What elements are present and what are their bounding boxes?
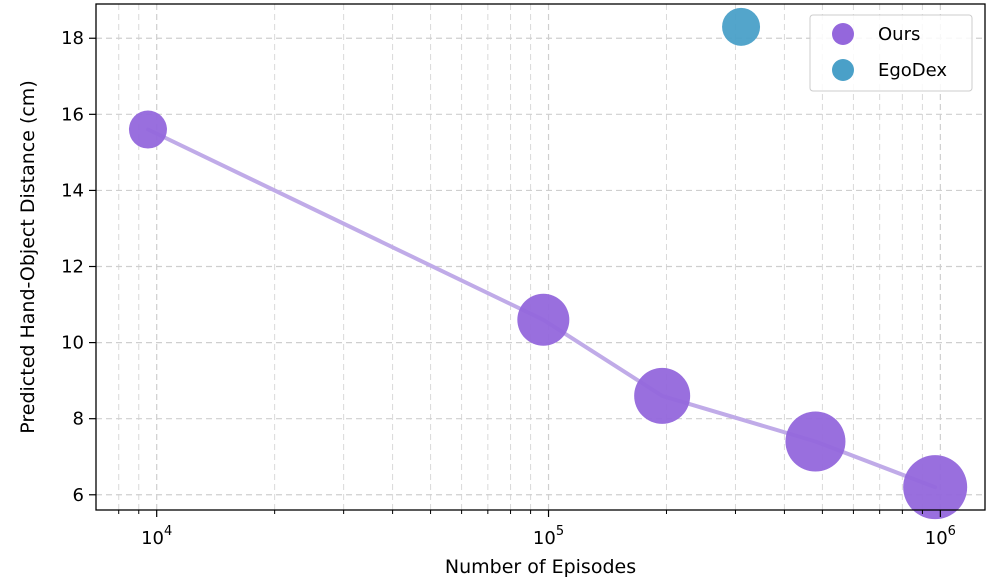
x-tick-label: 106 xyxy=(925,524,956,549)
data-point-ours xyxy=(785,411,846,472)
y-tick-label: 16 xyxy=(61,104,84,125)
x-tick-label: 104 xyxy=(141,524,172,549)
data-point-egodex xyxy=(722,7,761,46)
y-tick-label: 6 xyxy=(73,485,84,506)
legend: Ours EgoDex xyxy=(809,14,973,92)
y-tick-label: 10 xyxy=(61,333,84,354)
data-point-ours xyxy=(128,110,167,149)
data-point-ours xyxy=(903,455,968,520)
y-tick-label: 14 xyxy=(61,180,84,201)
y-tick-label: 12 xyxy=(61,257,84,278)
data-points xyxy=(128,7,968,520)
y-tick-label: 8 xyxy=(73,409,84,430)
data-point-ours xyxy=(634,367,691,424)
legend-marker-ours xyxy=(832,23,854,45)
x-axis-label: Number of Episodes xyxy=(445,556,636,578)
axis-ticks: 104 105 106 6 8 10 12 14 16 18 xyxy=(61,28,956,549)
plot-frame xyxy=(95,3,986,511)
y-axis-label: Predicted Hand-Object Distance (cm) xyxy=(17,80,39,433)
data-point-ours xyxy=(517,293,570,346)
y-tick-label: 18 xyxy=(61,28,84,49)
legend-marker-egodex xyxy=(832,59,854,81)
legend-label-egodex: EgoDex xyxy=(878,60,947,81)
x-tick-label: 105 xyxy=(533,524,564,549)
legend-label-ours: Ours xyxy=(878,24,920,45)
